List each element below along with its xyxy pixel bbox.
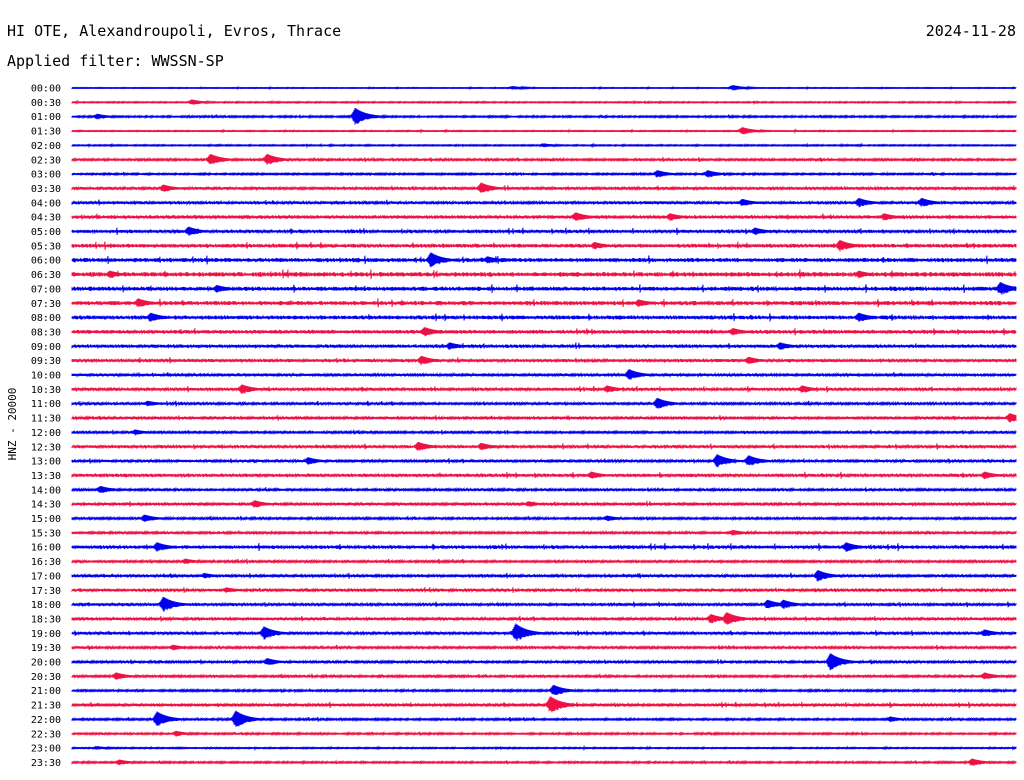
time-tick-label: 13:00 xyxy=(31,457,61,468)
time-tick-label: 10:00 xyxy=(31,371,61,382)
time-tick-label: 18:30 xyxy=(31,614,61,625)
time-tick-label: 15:00 xyxy=(31,514,61,525)
time-tick-label: 18:00 xyxy=(31,600,61,611)
time-tick-label: 05:00 xyxy=(31,227,61,238)
time-tick-label: 03:00 xyxy=(31,170,61,181)
time-tick-label: 21:30 xyxy=(31,701,61,712)
time-tick-label: 10:30 xyxy=(31,385,61,396)
trace-row xyxy=(71,212,1017,221)
date-label: 2024-11-28 xyxy=(926,22,1016,40)
trace-row xyxy=(71,569,1017,582)
time-tick-label: 05:30 xyxy=(31,241,61,252)
time-tick-label: 20:30 xyxy=(31,672,61,683)
time-tick-label: 07:00 xyxy=(31,284,61,295)
time-tick-label: 14:30 xyxy=(31,500,61,511)
trace-row xyxy=(71,108,1017,125)
time-tick-label: 17:30 xyxy=(31,586,61,597)
time-tick-label: 17:00 xyxy=(31,571,61,582)
time-tick-label: 22:30 xyxy=(31,729,61,740)
seismic-traces xyxy=(71,84,1017,766)
time-tick-label: 02:00 xyxy=(31,141,61,152)
time-tick-label: 04:00 xyxy=(31,198,61,209)
time-tick-label: 08:00 xyxy=(31,313,61,324)
trace-row xyxy=(71,298,1017,308)
time-tick-label: 06:00 xyxy=(31,256,61,267)
time-tick-label: 00:00 xyxy=(31,84,61,95)
trace-row xyxy=(71,239,1017,252)
time-tick-label: 01:30 xyxy=(31,127,61,138)
time-tick-label: 16:30 xyxy=(31,557,61,568)
trace-row xyxy=(71,586,1017,594)
time-tick-label: 15:30 xyxy=(31,528,61,539)
channel-label: HNZ - 20000 xyxy=(6,388,19,461)
time-tick-label: 20:00 xyxy=(31,658,61,669)
time-tick-label: 23:00 xyxy=(31,744,61,755)
trace-row xyxy=(71,282,1017,295)
trace-row xyxy=(71,197,1017,208)
time-tick-label: 01:00 xyxy=(31,112,61,123)
time-tick-label: 14:00 xyxy=(31,485,61,496)
time-tick-label: 23:30 xyxy=(31,758,61,769)
station-title: HI OTE, Alexandroupoli, Evros, Thrace xyxy=(7,22,341,40)
trace-row xyxy=(71,514,1017,523)
time-tick-label: 04:30 xyxy=(31,213,61,224)
time-tick-label: 21:00 xyxy=(31,686,61,697)
time-tick-label: 06:30 xyxy=(31,270,61,281)
trace-row xyxy=(71,696,1017,713)
time-tick-label: 12:00 xyxy=(31,428,61,439)
time-tick-label: 16:00 xyxy=(31,543,61,554)
filter-label: Applied filter: WWSSN-SP xyxy=(7,52,224,70)
time-tick-label: 09:30 xyxy=(31,356,61,367)
time-tick-labels: 00:00 00:30 01:00 01:30 02:00 02:30 03:00 03:30… xyxy=(31,84,61,769)
trace-row xyxy=(71,542,1017,552)
time-tick-label: 12:30 xyxy=(31,442,61,453)
trace-row xyxy=(71,269,1017,280)
time-tick-label: 13:30 xyxy=(31,471,61,482)
time-tick-label: 02:30 xyxy=(31,155,61,166)
trace-row xyxy=(71,252,1017,268)
time-tick-label: 08:30 xyxy=(31,327,61,338)
time-tick-label: 11:00 xyxy=(31,399,61,410)
trace-row xyxy=(71,623,1017,642)
trace-row xyxy=(71,312,1017,322)
time-tick-label: 19:30 xyxy=(31,643,61,654)
trace-row xyxy=(71,368,1017,380)
time-tick-label: 03:30 xyxy=(31,184,61,195)
time-tick-label: 19:00 xyxy=(31,629,61,640)
trace-row xyxy=(71,327,1017,337)
time-tick-label: 09:00 xyxy=(31,342,61,353)
time-tick-label: 07:30 xyxy=(31,299,61,310)
time-tick-label: 22:00 xyxy=(31,715,61,726)
time-tick-label: 11:30 xyxy=(31,414,61,425)
time-tick-label: 00:30 xyxy=(31,98,61,109)
